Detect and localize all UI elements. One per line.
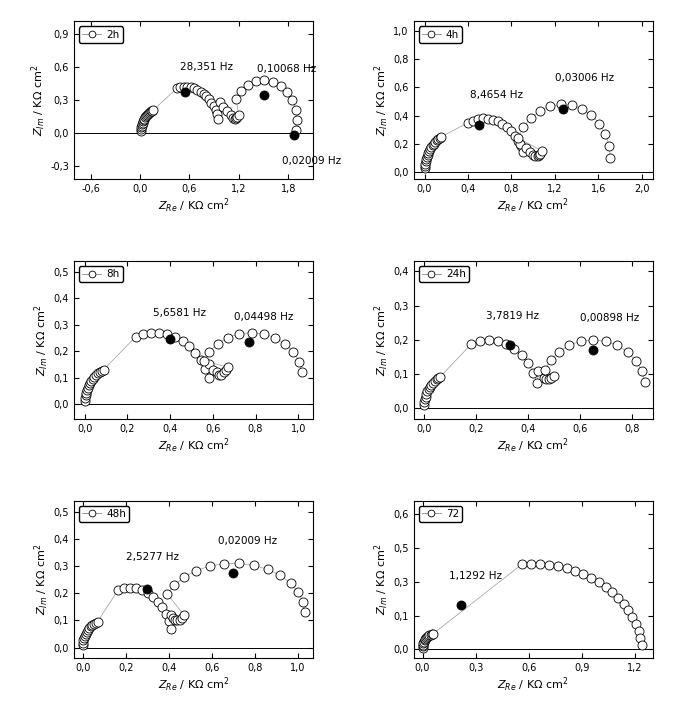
Text: 0,04498 Hz: 0,04498 Hz xyxy=(234,312,293,322)
Legend: 48h: 48h xyxy=(79,506,129,523)
Legend: 2h: 2h xyxy=(79,26,122,42)
Text: 8,4654 Hz: 8,4654 Hz xyxy=(470,90,523,100)
Y-axis label: $Z_{Im}$ / K$\Omega$ cm$^2$: $Z_{Im}$ / K$\Omega$ cm$^2$ xyxy=(372,304,390,375)
X-axis label: $Z_{Re}$ / K$\Omega$ cm$^2$: $Z_{Re}$ / K$\Omega$ cm$^2$ xyxy=(157,436,229,455)
X-axis label: $Z_{Re}$ / K$\Omega$ cm$^2$: $Z_{Re}$ / K$\Omega$ cm$^2$ xyxy=(497,436,569,455)
Text: 3,7819 Hz: 3,7819 Hz xyxy=(487,311,540,321)
Legend: 8h: 8h xyxy=(79,266,122,282)
Y-axis label: $Z_{Im}$ / K$\Omega$ cm$^2$: $Z_{Im}$ / K$\Omega$ cm$^2$ xyxy=(32,544,51,615)
Text: 28,351 Hz: 28,351 Hz xyxy=(180,62,233,72)
Y-axis label: $Z_{Im}$ / K$\Omega$ cm$^2$: $Z_{Im}$ / K$\Omega$ cm$^2$ xyxy=(372,544,390,615)
Text: 0,02009 Hz: 0,02009 Hz xyxy=(282,156,341,166)
Text: 0,00898 Hz: 0,00898 Hz xyxy=(580,313,639,323)
Legend: 4h: 4h xyxy=(419,26,462,42)
Y-axis label: $Z_{Im}$ / K$\Omega$ cm$^2$: $Z_{Im}$ / K$\Omega$ cm$^2$ xyxy=(29,64,48,136)
Text: 0,02009 Hz: 0,02009 Hz xyxy=(219,535,277,546)
Text: 0,10068 Hz: 0,10068 Hz xyxy=(257,64,316,74)
Y-axis label: $Z_{Im}$ / K$\Omega$ cm$^2$: $Z_{Im}$ / K$\Omega$ cm$^2$ xyxy=(32,304,51,375)
Text: 1,1292 Hz: 1,1292 Hz xyxy=(449,571,502,581)
X-axis label: $Z_{Re}$ / K$\Omega$ cm$^2$: $Z_{Re}$ / K$\Omega$ cm$^2$ xyxy=(497,676,569,695)
Legend: 24h: 24h xyxy=(419,266,469,282)
Y-axis label: $Z_{Im}$ / K$\Omega$ cm$^2$: $Z_{Im}$ / K$\Omega$ cm$^2$ xyxy=(372,64,390,136)
X-axis label: $Z_{Re}$ / K$\Omega$ cm$^2$: $Z_{Re}$ / K$\Omega$ cm$^2$ xyxy=(497,197,569,215)
Text: 2,5277 Hz: 2,5277 Hz xyxy=(126,552,179,562)
Text: 5,6581 Hz: 5,6581 Hz xyxy=(153,308,206,318)
X-axis label: $Z_{Re}$ / K$\Omega$ cm$^2$: $Z_{Re}$ / K$\Omega$ cm$^2$ xyxy=(157,676,229,695)
Text: 0,03006 Hz: 0,03006 Hz xyxy=(555,73,614,84)
Legend: 72: 72 xyxy=(419,506,462,523)
X-axis label: $Z_{Re}$ / K$\Omega$ cm$^2$: $Z_{Re}$ / K$\Omega$ cm$^2$ xyxy=(157,197,229,215)
